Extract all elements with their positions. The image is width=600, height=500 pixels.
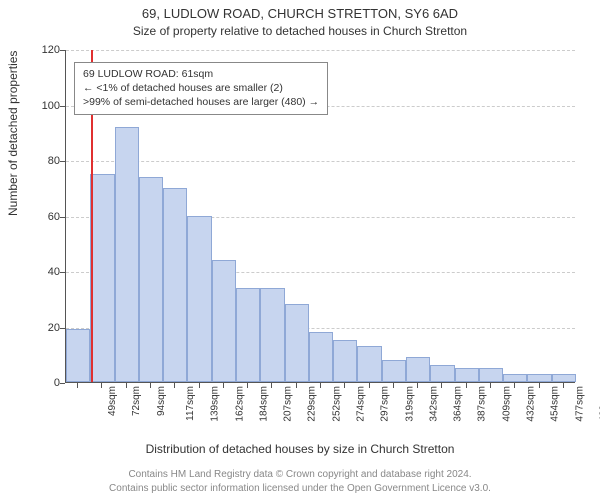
x-tick-mark — [247, 383, 248, 388]
x-tick-mark — [271, 383, 272, 388]
chart-title: 69, LUDLOW ROAD, CHURCH STRETTON, SY6 6A… — [0, 6, 600, 21]
x-tick-label: 454sqm — [550, 386, 561, 422]
histogram-bar — [212, 260, 236, 382]
annotation-line-1: 69 LUDLOW ROAD: 61sqm — [83, 67, 319, 81]
x-tick-label: 319sqm — [404, 386, 415, 422]
x-tick-label: 274sqm — [356, 386, 367, 422]
gridline — [66, 50, 575, 51]
gridline — [66, 161, 575, 162]
histogram-bar — [430, 365, 454, 382]
histogram-bar — [236, 288, 260, 382]
histogram-bar — [90, 174, 114, 382]
histogram-bar — [115, 127, 139, 382]
y-axis-label: Number of detached properties — [6, 51, 20, 216]
x-tick-mark — [369, 383, 370, 388]
histogram-bar — [163, 188, 187, 382]
chart-subtitle: Size of property relative to detached ho… — [0, 24, 600, 38]
x-tick-label: 162sqm — [234, 386, 245, 422]
x-tick-mark — [101, 383, 102, 388]
x-tick-mark — [393, 383, 394, 388]
x-tick-label: 207sqm — [283, 386, 294, 422]
histogram-bar — [552, 374, 576, 382]
histogram-bar — [357, 346, 381, 382]
y-tick-mark — [60, 383, 65, 384]
histogram-bar — [309, 332, 333, 382]
x-tick-mark — [77, 383, 78, 388]
x-tick-label: 432sqm — [526, 386, 537, 422]
x-tick-label: 477sqm — [574, 386, 585, 422]
x-tick-label: 342sqm — [428, 386, 439, 422]
histogram-bar — [333, 340, 357, 382]
histogram-bar — [260, 288, 284, 382]
y-tick-label: 60 — [30, 211, 60, 223]
histogram-bar — [479, 368, 503, 382]
y-tick-label: 0 — [30, 377, 60, 389]
x-tick-label: 229sqm — [307, 386, 318, 422]
x-tick-mark — [514, 383, 515, 388]
footer-licence: Contains public sector information licen… — [0, 483, 600, 494]
x-tick-mark — [417, 383, 418, 388]
footer-copyright: Contains HM Land Registry data © Crown c… — [0, 469, 600, 480]
x-tick-label: 252sqm — [331, 386, 342, 422]
histogram-bar — [382, 360, 406, 382]
x-tick-label: 94sqm — [156, 386, 167, 416]
y-tick-label: 80 — [30, 155, 60, 167]
x-tick-label: 72sqm — [131, 386, 142, 416]
x-tick-label: 364sqm — [453, 386, 464, 422]
x-tick-label: 387sqm — [477, 386, 488, 422]
x-tick-mark — [150, 383, 151, 388]
x-tick-mark — [344, 383, 345, 388]
histogram-bar — [139, 177, 163, 382]
x-tick-label: 409sqm — [501, 386, 512, 422]
histogram-bar — [66, 329, 90, 382]
x-tick-mark — [223, 383, 224, 388]
x-tick-mark — [126, 383, 127, 388]
x-tick-mark — [563, 383, 564, 388]
x-tick-label: 117sqm — [185, 386, 196, 421]
annotation-line-2: ← <1% of detached houses are smaller (2) — [83, 81, 319, 95]
x-tick-label: 184sqm — [258, 386, 269, 422]
x-tick-mark — [539, 383, 540, 388]
x-tick-label: 139sqm — [210, 386, 221, 422]
x-tick-mark — [296, 383, 297, 388]
annotation-line-3: >99% of semi-detached houses are larger … — [83, 95, 319, 109]
x-tick-mark — [441, 383, 442, 388]
x-tick-label: 49sqm — [107, 386, 118, 416]
x-tick-mark — [174, 383, 175, 388]
histogram-bar — [187, 216, 211, 383]
annotation-box: 69 LUDLOW ROAD: 61sqm ← <1% of detached … — [74, 62, 328, 115]
property-size-chart: 69, LUDLOW ROAD, CHURCH STRETTON, SY6 6A… — [0, 0, 600, 500]
y-tick-label: 120 — [30, 44, 60, 56]
y-tick-label: 100 — [30, 100, 60, 112]
histogram-bar — [527, 374, 551, 382]
y-tick-label: 20 — [30, 322, 60, 334]
histogram-bar — [406, 357, 430, 382]
x-tick-mark — [320, 383, 321, 388]
x-tick-mark — [466, 383, 467, 388]
histogram-bar — [455, 368, 479, 382]
y-tick-label: 40 — [30, 266, 60, 278]
x-tick-mark — [490, 383, 491, 388]
x-axis-label: Distribution of detached houses by size … — [0, 442, 600, 456]
histogram-bar — [503, 374, 527, 382]
x-tick-label: 297sqm — [380, 386, 391, 422]
x-tick-mark — [199, 383, 200, 388]
histogram-bar — [285, 304, 309, 382]
